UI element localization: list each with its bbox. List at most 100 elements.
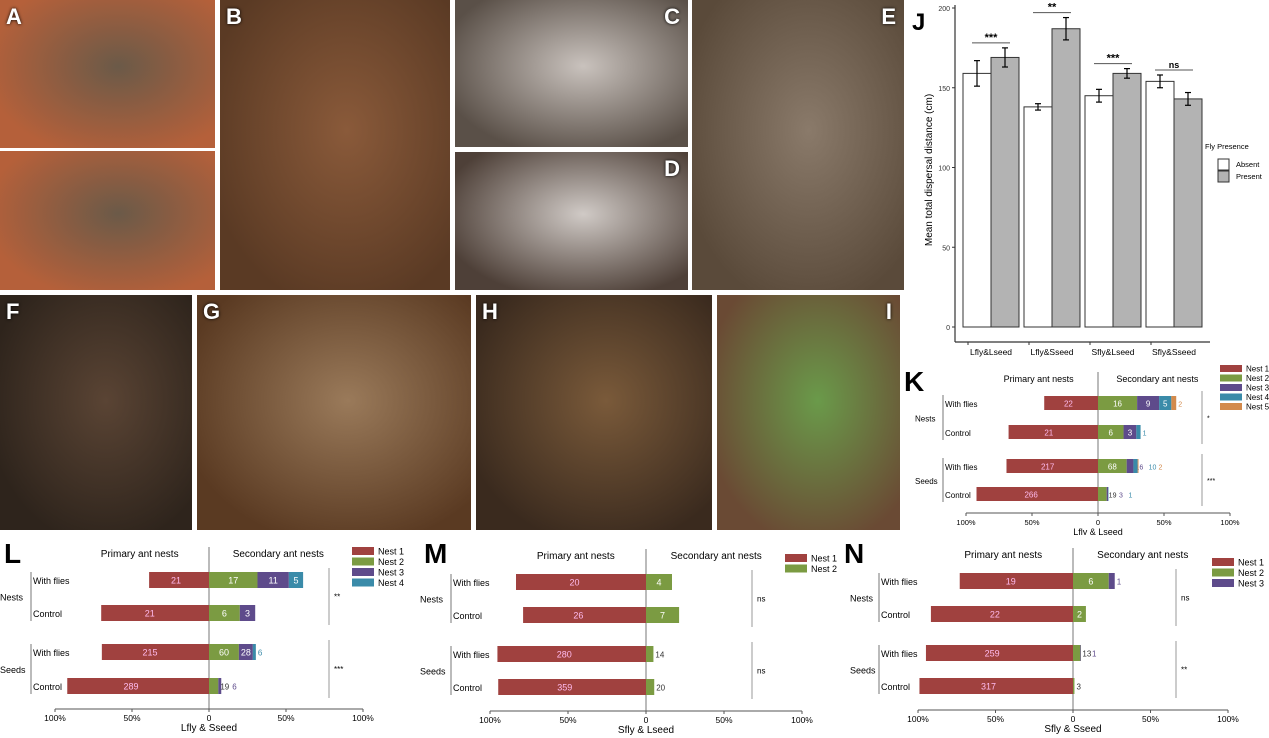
x-axis-label: Sfly & Lseed (618, 725, 674, 736)
panel-label: J (912, 9, 925, 36)
legend-label: Nest 4 (1246, 393, 1269, 402)
group-label-nests: Nests (915, 415, 935, 424)
x-tick-label: 50% (987, 714, 1004, 724)
bar-absent (1145, 80, 1175, 328)
significance-label: ns (1181, 594, 1189, 603)
bar-segment-nest-2 (209, 572, 258, 588)
legend-swatch-nest-1 (1220, 365, 1242, 372)
significance-label: ** (1048, 2, 1057, 14)
panel-label-d: D (664, 156, 680, 181)
bar-present (1173, 98, 1203, 328)
legend-label: Nest 2 (378, 557, 404, 567)
significance-label: *** (1207, 478, 1215, 485)
legend-label: Nest 1 (378, 547, 404, 557)
bar-count-label: 359 (557, 683, 572, 693)
x-tick-label: 100% (907, 714, 929, 724)
row-label: With flies (945, 400, 977, 409)
bar-segment-nest-1 (930, 606, 1073, 622)
bar-count-label: 3 (1076, 683, 1081, 692)
bar-count-label: 13 (1082, 650, 1091, 659)
x-tick-label: 100% (1220, 518, 1240, 527)
bar-count-label: 2 (1178, 402, 1182, 409)
legend-swatch-present (1217, 170, 1230, 183)
bar-count-label: 217 (1041, 463, 1055, 472)
row-label: Control (881, 610, 910, 620)
x-tick-label: Sfly&Lseed (1092, 347, 1135, 357)
primary-header: Primary ant nests (101, 549, 179, 560)
bar-count-label: 28 (241, 648, 251, 658)
legend-label: Nest 1 (1246, 365, 1269, 374)
legend-swatch-nest-1 (352, 547, 374, 555)
bar-segment-nest-5 (1171, 396, 1177, 410)
bar-segment-nest-2 (1073, 645, 1081, 661)
bar-segment-nest-2 (646, 574, 672, 590)
y-tick-label: 150 (938, 86, 950, 93)
photo-a-bottom (0, 151, 215, 290)
y-tick-label: 50 (942, 245, 950, 252)
bar-count-label: 289 (124, 682, 139, 692)
primary-header: Primary ant nests (1004, 374, 1075, 384)
bar-absent (962, 72, 992, 328)
bar-segment-nest-3 (238, 644, 253, 660)
photo-g: G (197, 295, 471, 530)
chart-l-stacked: L Primary ant nests Secondary ant nests 100… (0, 538, 404, 734)
legend-label: Nest 3 (1238, 579, 1264, 589)
bar-segment-nest-1 (149, 572, 209, 588)
bar-segment-nest-1 (1008, 425, 1098, 439)
bar-present (1051, 28, 1081, 328)
x-tick-label: 50% (277, 713, 294, 723)
y-tick-label: 0 (946, 325, 950, 332)
x-axis-label: Sfly & Sseed (1044, 724, 1101, 735)
bar-count-label: 1 (1129, 493, 1133, 500)
bar-count-label: 26 (573, 611, 583, 621)
bar-segment-nest-4 (1133, 459, 1138, 473)
y-tick-label: 200 (938, 6, 950, 13)
bar-count-label: 2 (1158, 465, 1162, 472)
bar-count-label: 9 (1146, 400, 1151, 409)
bar-segment-nest-1 (101, 644, 209, 660)
bar-count-label: 5 (293, 576, 298, 586)
bar-segment-nest-2 (209, 678, 219, 694)
bar-segment-nest-1 (1006, 459, 1098, 473)
legend-title: Fly Presence (1205, 142, 1249, 151)
bar-count-label: 3 (245, 609, 250, 619)
bar-present (990, 56, 1020, 328)
photo-h: H (476, 295, 712, 530)
bar-segment-nest-1 (523, 607, 646, 623)
photo-c: C (455, 0, 688, 147)
bar-segment-nest-1 (959, 573, 1073, 589)
chart-m-stacked: M Primary ant nests Secondary ant nests 100… (420, 538, 837, 736)
bar-count-label: 215 (143, 648, 158, 658)
x-tick-label: Lfly&Sseed (1031, 347, 1074, 357)
bar-count-label: 21 (1044, 429, 1053, 438)
photo-a-top: A (0, 0, 215, 148)
bar-count-label: 19 (220, 683, 229, 692)
group-label-nests: Nests (0, 593, 24, 603)
bar-segment-nest-3 (257, 572, 289, 588)
bar-segment-nest-3 (1106, 487, 1109, 501)
legend-swatch-nest-3 (352, 568, 374, 576)
group-label-nests: Nests (850, 594, 874, 604)
bar-segment-nest-2 (1098, 425, 1124, 439)
bar-count-label: 68 (1108, 463, 1117, 472)
row-label: With flies (881, 649, 918, 659)
photo-f: F (0, 295, 192, 530)
secondary-header: Secondary ant nests (671, 551, 762, 562)
row-label: Control (453, 611, 482, 621)
row-label: With flies (33, 576, 70, 586)
legend-swatch-nest-1 (1212, 558, 1234, 566)
chart-k-stacked: K Primary ant nests Secondary ant nests100… (904, 365, 1269, 536)
bar-segment-nest-3 (1108, 573, 1115, 589)
significance-label: * (1207, 416, 1210, 423)
bar-segment-nest-4 (1136, 425, 1141, 439)
row-label: With flies (453, 650, 490, 660)
significance-label: ** (1181, 666, 1187, 675)
bar-count-label: 10 (1149, 465, 1157, 472)
bar-segment-nest-3 (1126, 459, 1134, 473)
bar-count-label: 6 (222, 609, 227, 619)
bar-segment-nest-1 (976, 487, 1098, 501)
x-axis-label: Lfly & Sseed (181, 723, 237, 734)
legend-swatch-nest-2 (1212, 568, 1234, 577)
bar-segment-nest-1 (925, 645, 1073, 661)
row-label: With flies (453, 578, 490, 588)
